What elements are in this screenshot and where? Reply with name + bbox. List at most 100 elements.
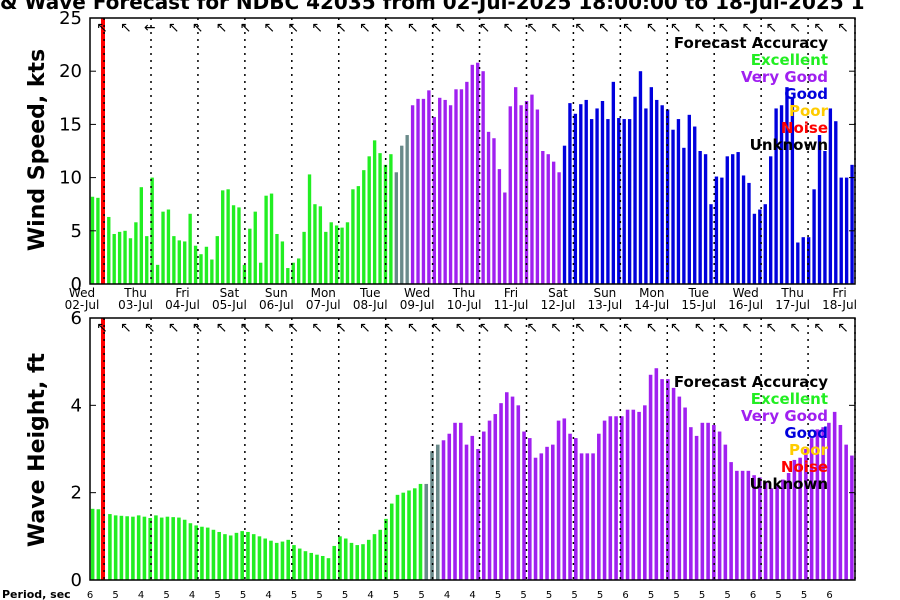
bar-excellent bbox=[183, 241, 187, 284]
bar-excellent bbox=[251, 534, 256, 580]
period-value: 5 bbox=[112, 590, 118, 600]
arrow-icon: ↖ bbox=[694, 20, 706, 36]
bar-very-good bbox=[539, 453, 544, 580]
bar-good bbox=[839, 177, 843, 284]
bar-good bbox=[611, 81, 616, 284]
bar-good bbox=[720, 177, 724, 284]
bar-excellent bbox=[177, 240, 181, 284]
bar-excellent bbox=[297, 548, 302, 580]
arrow-icon: ↖ bbox=[455, 20, 467, 36]
bar-very-good bbox=[671, 387, 676, 580]
bar-very-good bbox=[533, 457, 538, 580]
bar-excellent bbox=[123, 230, 127, 284]
arrow-icon: ↖ bbox=[144, 320, 156, 336]
period-value: 6 bbox=[622, 590, 628, 600]
day-of-week-label: Fri bbox=[504, 286, 518, 300]
bar-excellent bbox=[313, 204, 317, 284]
date-label: 06-Jul bbox=[259, 298, 294, 312]
period-value: 5 bbox=[673, 590, 679, 600]
legend-entry: Good bbox=[784, 424, 828, 442]
date-label: 04-Jul bbox=[165, 298, 200, 312]
bar-excellent bbox=[340, 227, 344, 284]
bar-very-good bbox=[643, 405, 647, 580]
date-label: 12-Jul bbox=[541, 298, 576, 312]
bar-good bbox=[741, 175, 746, 284]
bar-very-good bbox=[476, 449, 480, 580]
arrow-icon: ↖ bbox=[479, 20, 491, 36]
period-value: 4 bbox=[138, 590, 144, 600]
bar-excellent bbox=[275, 233, 279, 284]
arrow-icon: ↖ bbox=[359, 320, 371, 336]
date-label: 07-Jul bbox=[306, 298, 341, 312]
legend-title: Forecast Accuracy bbox=[674, 34, 828, 52]
arrow-icon: ↖ bbox=[550, 320, 562, 336]
legend-entry: Excellent bbox=[751, 390, 828, 408]
arrow-icon: ↖ bbox=[502, 320, 514, 336]
wave-bars bbox=[90, 318, 854, 580]
arrow-icon: ↖ bbox=[168, 20, 180, 36]
y-tick-label: 15 bbox=[59, 114, 82, 135]
wind-direction-arrows: ↖ ↖ ← ↖ ↖ ↖ ↖ ↖ ↖ ↖ ↖ ↖ ↖ ↖ ↖ ↖ ↖ ↖ ↖ ↖ ↖ ↖ ↖ ↖ ↖ ↖ ↖ ↖ ↖ ↖ ↖ ↖ bbox=[96, 20, 849, 36]
bar-excellent bbox=[259, 262, 263, 284]
bar-good bbox=[595, 108, 599, 284]
bar-good bbox=[687, 114, 691, 284]
date-label: 15-Jul bbox=[681, 298, 716, 312]
bar-good bbox=[627, 119, 632, 284]
bar-excellent bbox=[112, 233, 116, 284]
bar-very-good bbox=[712, 424, 716, 580]
period-value: 6 bbox=[826, 590, 832, 600]
day-of-week-label: Thu bbox=[123, 286, 147, 300]
period-value: 6 bbox=[750, 590, 756, 600]
bar-excellent bbox=[96, 197, 100, 284]
bar-excellent bbox=[205, 527, 210, 580]
bar-very-good bbox=[508, 106, 512, 284]
bar-very-good bbox=[410, 105, 415, 284]
bar-excellent bbox=[389, 154, 393, 284]
bar-very-good bbox=[464, 444, 469, 580]
period-value: 4 bbox=[367, 590, 373, 600]
day-of-week-label: Fri bbox=[175, 286, 189, 300]
period-value: 5 bbox=[724, 590, 730, 600]
period-value: 6 bbox=[87, 590, 93, 600]
bar-excellent bbox=[134, 222, 138, 284]
bar-very-good bbox=[427, 90, 431, 284]
bar-transition bbox=[400, 145, 404, 284]
bar-very-good bbox=[522, 431, 526, 580]
arrow-icon: ↖ bbox=[311, 320, 323, 336]
bar-excellent bbox=[361, 544, 365, 580]
bar-good bbox=[568, 103, 572, 285]
bar-transition bbox=[435, 444, 440, 580]
bar-excellent bbox=[237, 207, 241, 284]
period-value: 5 bbox=[240, 590, 246, 600]
bar-excellent bbox=[329, 222, 333, 284]
period-value: 5 bbox=[801, 590, 807, 600]
arrow-icon: ↖ bbox=[718, 20, 730, 36]
period-value: 5 bbox=[775, 590, 781, 600]
day-of-week-label: Wed bbox=[404, 286, 430, 300]
bar-excellent bbox=[274, 542, 279, 580]
now-marker bbox=[101, 318, 105, 580]
bar-excellent bbox=[389, 503, 394, 580]
bar-very-good bbox=[470, 435, 475, 580]
bar-excellent bbox=[211, 529, 216, 580]
bar-excellent bbox=[90, 196, 95, 284]
day-of-week-label: Mon bbox=[311, 286, 336, 300]
bar-excellent bbox=[154, 515, 158, 580]
arrow-icon: ↖ bbox=[359, 20, 371, 36]
period-value: 5 bbox=[546, 590, 552, 600]
arrow-icon: ↖ bbox=[837, 20, 849, 36]
period-value: 5 bbox=[648, 590, 654, 600]
bar-excellent bbox=[383, 164, 388, 284]
bar-very-good bbox=[591, 453, 595, 580]
wave-panel: Wave Height, ft ↖ ↖ ↖ ↖ ↖ ↖ ↖ ↖ ↖ ↖ ↖ ↖ ↖ ↖ ↖ ↖ ↖ ↖ ↖ ↖ ↖ ↖ ↖ ↖… bbox=[25, 308, 856, 591]
wind-panel: Wind Speed, kts ↖ ↖ ← ↖ ↖ ↖ ↖ ↖ ↖ ↖ ↖ ↖ ↖ ↖ ↖ ↖ ↖ ↖ ↖ ↖ ↖ ↖ ↖ ↖… bbox=[25, 8, 856, 295]
bar-excellent bbox=[139, 187, 143, 284]
bar-good bbox=[671, 129, 675, 284]
bar-very-good bbox=[781, 479, 785, 580]
day-of-week-label: Tue bbox=[359, 286, 381, 300]
arrow-icon: ↖ bbox=[574, 20, 586, 36]
bar-excellent bbox=[253, 211, 257, 284]
bar-excellent bbox=[309, 552, 313, 580]
